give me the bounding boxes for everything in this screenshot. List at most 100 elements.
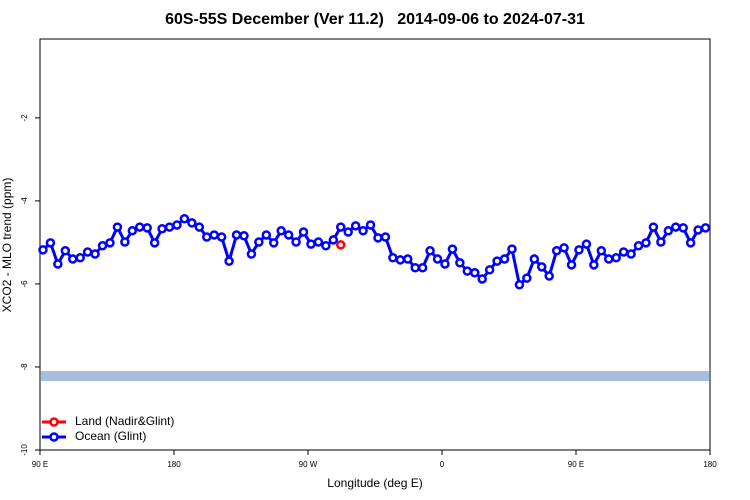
point (194, 222, 205, 232)
point (75, 253, 85, 263)
point (470, 267, 480, 278)
point (127, 226, 138, 236)
point (365, 220, 376, 230)
x-tick-label: 90 E (568, 460, 584, 469)
point (231, 230, 242, 240)
x-axis-label: Longitude (deg E) (327, 476, 422, 490)
point (97, 240, 108, 251)
point (187, 218, 197, 228)
point (350, 221, 361, 231)
point (105, 238, 115, 248)
band (41, 371, 709, 382)
point (693, 225, 703, 235)
point (313, 237, 324, 247)
point (656, 237, 666, 247)
x-tick-label: 90 W (299, 460, 318, 469)
point (641, 238, 651, 248)
point (566, 260, 577, 270)
point (618, 247, 629, 257)
point (537, 262, 547, 272)
point (246, 249, 257, 259)
point (172, 220, 182, 230)
point (685, 238, 696, 248)
point (216, 232, 227, 242)
point (45, 238, 56, 248)
point (336, 240, 346, 250)
point (82, 247, 93, 257)
point (522, 273, 532, 283)
point (529, 254, 540, 264)
point (261, 230, 272, 240)
point (700, 223, 711, 233)
point (611, 253, 621, 263)
y-tick-label: -2 (20, 114, 29, 122)
y-axis-label: XCO2 - MLO trend (ppm) (0, 178, 14, 313)
point (425, 245, 435, 256)
point (633, 240, 644, 251)
point (455, 258, 465, 268)
x-tick-label: 180 (167, 460, 181, 469)
y-tick-label: -4 (20, 197, 29, 205)
point (269, 238, 279, 248)
point (164, 222, 175, 232)
chart-title: 60S-55S December (Ver 11.2) 2014-09-06 t… (165, 11, 585, 28)
x-tick-label: 90 E (32, 460, 48, 469)
point (298, 227, 309, 237)
point (157, 223, 167, 234)
plot-frame (39, 38, 711, 451)
point (328, 235, 339, 245)
point (38, 245, 48, 255)
point (388, 253, 398, 263)
point (53, 259, 63, 269)
point (380, 232, 391, 242)
point (499, 254, 510, 264)
point (276, 226, 286, 236)
point (559, 243, 569, 253)
point (440, 259, 450, 269)
point (604, 254, 614, 264)
legend-marker (49, 417, 59, 427)
point (306, 239, 316, 249)
point (551, 245, 562, 256)
y-tick-label: -10 (20, 444, 29, 456)
point (209, 230, 219, 240)
legend-label: Ocean (Glint) (75, 429, 146, 443)
point (492, 256, 502, 266)
y-tick-label: -8 (20, 363, 29, 371)
point (68, 254, 78, 264)
point (663, 226, 674, 236)
point (574, 245, 584, 255)
x-tick-label: 0 (440, 460, 445, 469)
y-tick-label: -6 (20, 280, 29, 288)
point (224, 256, 234, 266)
point (403, 254, 413, 264)
point (514, 280, 525, 290)
point (410, 262, 420, 273)
legend-marker (49, 432, 59, 442)
legend-label: Land (Nadir&Glint) (75, 414, 174, 428)
point (120, 237, 130, 247)
x-tick-label: 180 (703, 460, 717, 469)
point (373, 233, 383, 243)
point (291, 237, 301, 247)
point (462, 266, 473, 276)
point (395, 255, 406, 265)
point (596, 245, 607, 256)
point (239, 231, 249, 241)
point (321, 240, 331, 251)
point (581, 239, 592, 249)
point (60, 245, 71, 256)
point (544, 271, 554, 281)
point (507, 244, 517, 254)
point (477, 274, 487, 284)
point (626, 249, 636, 259)
point (484, 265, 495, 275)
point (336, 222, 346, 232)
point (358, 226, 368, 236)
point (135, 222, 145, 232)
point (112, 222, 123, 232)
point (447, 244, 458, 254)
point (149, 238, 160, 248)
point (648, 222, 659, 232)
